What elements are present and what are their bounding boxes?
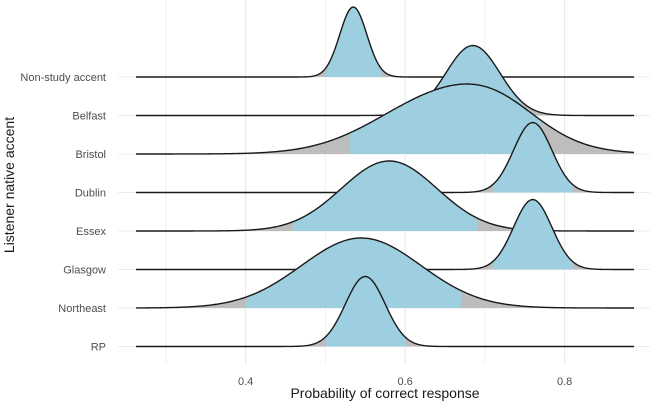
ridge-interval-fill: [492, 122, 573, 193]
y-tick-label: Non-study accent: [20, 72, 106, 84]
x-tick-labels: 0.4 0.6 0.8: [238, 376, 572, 388]
ridge-interval-fill: [245, 238, 461, 308]
y-tick-label: Bristol: [75, 149, 106, 161]
ridge-outline: [136, 237, 634, 309]
y-tick-label: Glasgow: [63, 265, 106, 277]
y-tick-label: RP: [91, 342, 106, 354]
ridge-northeast: [136, 237, 634, 309]
x-tick-label: 0.6: [397, 376, 412, 388]
x-axis-title: Probability of correct response: [290, 385, 479, 401]
y-tick-label: Northeast: [58, 303, 106, 315]
ridge-outline: [136, 6, 634, 78]
ridge-rp: [136, 275, 634, 348]
ridge-interval-fill: [325, 276, 406, 347]
x-tick-label: 0.8: [557, 376, 572, 388]
y-tick-labels: Non-study accent Belfast Bristol Dublin Esse…: [20, 72, 106, 354]
ridge-interval-fill: [492, 199, 573, 270]
ridge-belfast: [136, 44, 634, 117]
y-axis-title: Listener native accent: [1, 117, 17, 253]
x-tick-label: 0.4: [238, 376, 253, 388]
ridge-outline: [136, 44, 634, 117]
ridge-outline: [136, 275, 634, 348]
ridge-non-study-accent: [136, 6, 634, 78]
ridge-tail-fill: [136, 45, 634, 116]
y-tick-label: Essex: [76, 226, 106, 238]
ridge-interval-fill: [293, 161, 477, 231]
ridge-interval-fill: [325, 7, 382, 77]
ridge-tail-fill: [136, 7, 634, 77]
ridge-outline: [136, 83, 635, 155]
ridge-bristol: [136, 83, 635, 155]
y-tick-label: Dublin: [75, 188, 106, 200]
y-tick-label: Belfast: [72, 111, 106, 123]
ridge-interval-fill: [349, 84, 541, 154]
ridges: [136, 6, 635, 348]
